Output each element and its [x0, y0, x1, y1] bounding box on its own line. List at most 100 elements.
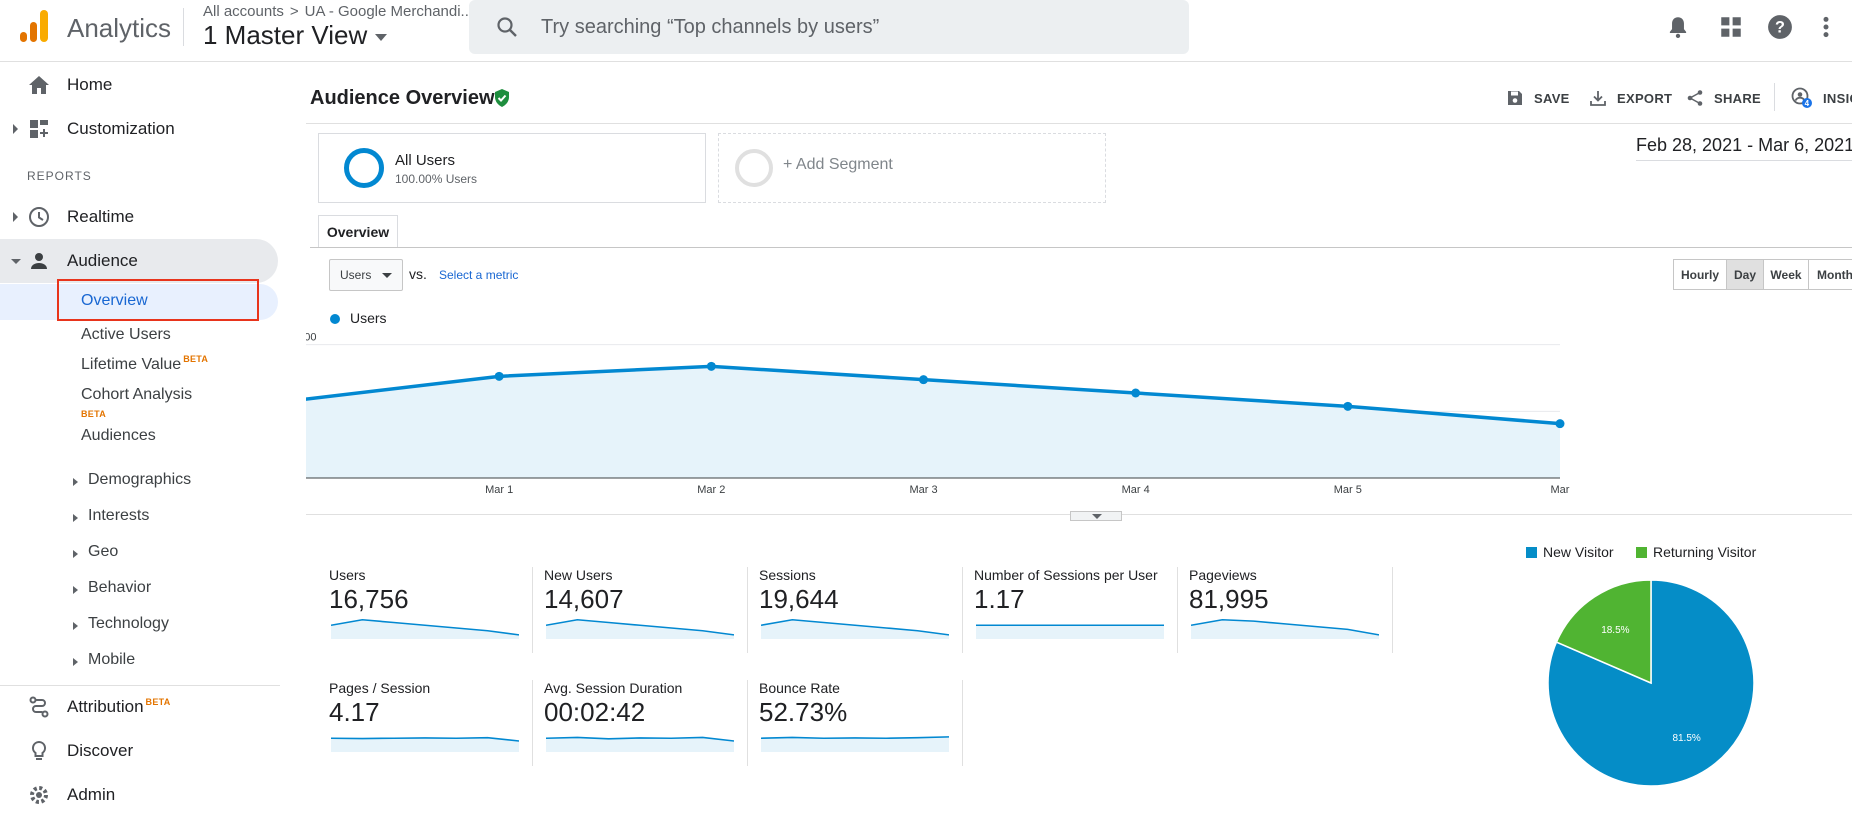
apps-grid-icon[interactable]	[1718, 14, 1744, 40]
save-button[interactable]: SAVE	[1506, 87, 1570, 109]
app-name: Analytics	[67, 13, 172, 43]
sidebar-item-active-users[interactable]: Active Users	[81, 326, 171, 343]
x-tick-label: Mar 1	[485, 484, 513, 496]
sidebar-item-discover[interactable]: Discover	[0, 729, 280, 773]
data-point[interactable]	[494, 371, 504, 381]
sidebar-item-cohort-analysis[interactable]: Cohort Analysis	[81, 386, 193, 403]
actions-divider	[1774, 83, 1775, 111]
sidebar-item-label: Lifetime Value	[81, 356, 182, 373]
pie-legend-new-visitor[interactable]: New Visitor	[1526, 544, 1614, 560]
stat-value: 16,756	[329, 584, 409, 614]
data-point[interactable]	[706, 361, 716, 371]
sidebar-item-label: Customization	[67, 119, 175, 138]
metric-dropdown[interactable]: Users	[329, 259, 403, 291]
chevron-down-icon	[375, 33, 388, 41]
sidebar-item-admin[interactable]: Admin	[0, 773, 280, 817]
stat-divider	[962, 680, 963, 766]
share-button[interactable]: SHARE	[1686, 87, 1761, 109]
search-input[interactable]	[541, 0, 1161, 54]
users-area-fill	[306, 366, 1560, 478]
help-icon[interactable]: ?	[1767, 14, 1793, 40]
visitor-type-pie-chart: 81.5% 18.5%	[1547, 579, 1755, 787]
stat-label: Users	[329, 567, 366, 583]
notifications-bell-icon[interactable]	[1665, 14, 1691, 40]
sidebar-divider	[0, 685, 280, 686]
x-tick-label: Mar 4	[1122, 484, 1150, 496]
stat-pageviews[interactable]: Pageviews 81,995	[1189, 567, 1389, 657]
save-icon	[1508, 91, 1522, 105]
stat-users[interactable]: Users 16,756	[329, 567, 529, 657]
segment-name: All Users	[395, 152, 456, 169]
export-button[interactable]: EXPORT	[1589, 87, 1672, 109]
sidebar-item-interests[interactable]: Interests	[88, 507, 150, 524]
sidebar-item-behavior[interactable]: Behavior	[88, 579, 152, 596]
analytics-logo-icon[interactable]	[18, 8, 50, 44]
granularity-day[interactable]: Day	[1726, 259, 1764, 290]
sparkline	[761, 618, 949, 639]
sidebar-item-attribution[interactable]: Attribution BETA	[0, 685, 280, 729]
pie-legend-returning-visitor[interactable]: Returning Visitor	[1636, 544, 1756, 560]
chevron-right-icon	[73, 586, 78, 594]
stat-sessions[interactable]: Sessions 19,644	[759, 567, 959, 657]
chevron-right-icon	[73, 478, 78, 486]
sparkline-line	[546, 736, 734, 742]
stat-value: 81,995	[1189, 584, 1269, 614]
stat-divider	[1177, 567, 1178, 653]
sparkline	[546, 618, 734, 639]
granularity-week[interactable]: Week	[1763, 259, 1809, 290]
sidebar-item-audiences[interactable]: Audiences	[81, 427, 156, 444]
stat-sessions-per-user[interactable]: Number of Sessions per User 1.17	[974, 567, 1174, 657]
sidebar-item-lifetime-value[interactable]: Lifetime Value BETA	[81, 354, 208, 374]
date-range-picker[interactable]: Feb 28, 2021 - Mar 6, 2021	[1636, 135, 1852, 161]
sidebar-item-label: Realtime	[67, 207, 135, 226]
chart-collapse-handle[interactable]	[1070, 511, 1122, 521]
view-selector[interactable]: 1 Master View	[203, 20, 388, 51]
data-point[interactable]	[1343, 401, 1353, 411]
segment-all-users[interactable]: All Users 100.00% Users	[318, 133, 706, 203]
data-point[interactable]	[919, 375, 928, 385]
pie-legend-label: New Visitor	[1543, 544, 1614, 560]
chevron-right-icon	[13, 124, 18, 134]
data-point[interactable]	[1555, 419, 1565, 429]
data-point[interactable]	[1131, 388, 1141, 398]
stat-new-users[interactable]: New Users 14,607	[544, 567, 744, 657]
sidebar-item-mobile[interactable]: Mobile	[88, 651, 136, 668]
insights-count-badge: 4	[1805, 99, 1810, 108]
granularity-month[interactable]: Month	[1808, 259, 1852, 290]
segment-ring-icon	[344, 148, 384, 188]
breadcrumb[interactable]: All accounts > UA - Google Merchandi...	[203, 3, 473, 20]
pie-slice-new-visitor[interactable]	[1547, 579, 1755, 787]
chevron-down-icon	[11, 258, 21, 264]
segment-placeholder-ring-icon	[735, 149, 773, 187]
select-metric-link[interactable]: Select a metric	[439, 268, 519, 282]
sidebar-item-audience[interactable]: Audience	[0, 239, 280, 283]
sidebar: Home Customization REPORTS Realtime Audi…	[0, 63, 306, 810]
granularity-hourly[interactable]: Hourly	[1673, 259, 1727, 290]
header-divider	[183, 8, 184, 46]
search-bar[interactable]	[469, 0, 1189, 54]
sidebar-item-overview[interactable]: Overview	[81, 292, 148, 309]
sparkline	[331, 736, 519, 752]
sparkline-fill	[1191, 619, 1379, 639]
sidebar-item-customization[interactable]: Customization	[0, 107, 280, 151]
stat-divider	[532, 680, 533, 766]
stat-pages-per-session[interactable]: Pages / Session 4.17	[329, 680, 529, 770]
sidebar-item-home[interactable]: Home	[0, 63, 280, 107]
breadcrumb-property[interactable]: UA - Google Merchandi...	[304, 3, 474, 20]
sidebar-item-technology[interactable]: Technology	[88, 615, 169, 632]
legend-users-swatch	[330, 314, 340, 324]
pie-slice-returning-visitor[interactable]	[1555, 579, 1652, 685]
export-label: EXPORT	[1617, 90, 1673, 106]
more-vert-icon[interactable]	[1813, 14, 1839, 40]
sparkline-line	[546, 618, 734, 636]
sidebar-item-demographics[interactable]: Demographics	[88, 471, 192, 488]
breadcrumb-accounts[interactable]: All accounts	[203, 3, 284, 20]
tab-overview[interactable]: Overview	[318, 215, 398, 248]
stat-label: Pageviews	[1189, 567, 1257, 583]
sidebar-item-realtime[interactable]: Realtime	[0, 195, 280, 239]
insights-button[interactable]: 4 INSIGHTS	[1791, 87, 1852, 109]
sidebar-item-geo[interactable]: Geo	[88, 543, 119, 560]
stat-bounce-rate[interactable]: Bounce Rate 52.73%	[759, 680, 959, 770]
stat-avg-session-duration[interactable]: Avg. Session Duration 00:02:42	[544, 680, 744, 770]
add-segment-button[interactable]: + Add Segment	[718, 133, 1106, 203]
